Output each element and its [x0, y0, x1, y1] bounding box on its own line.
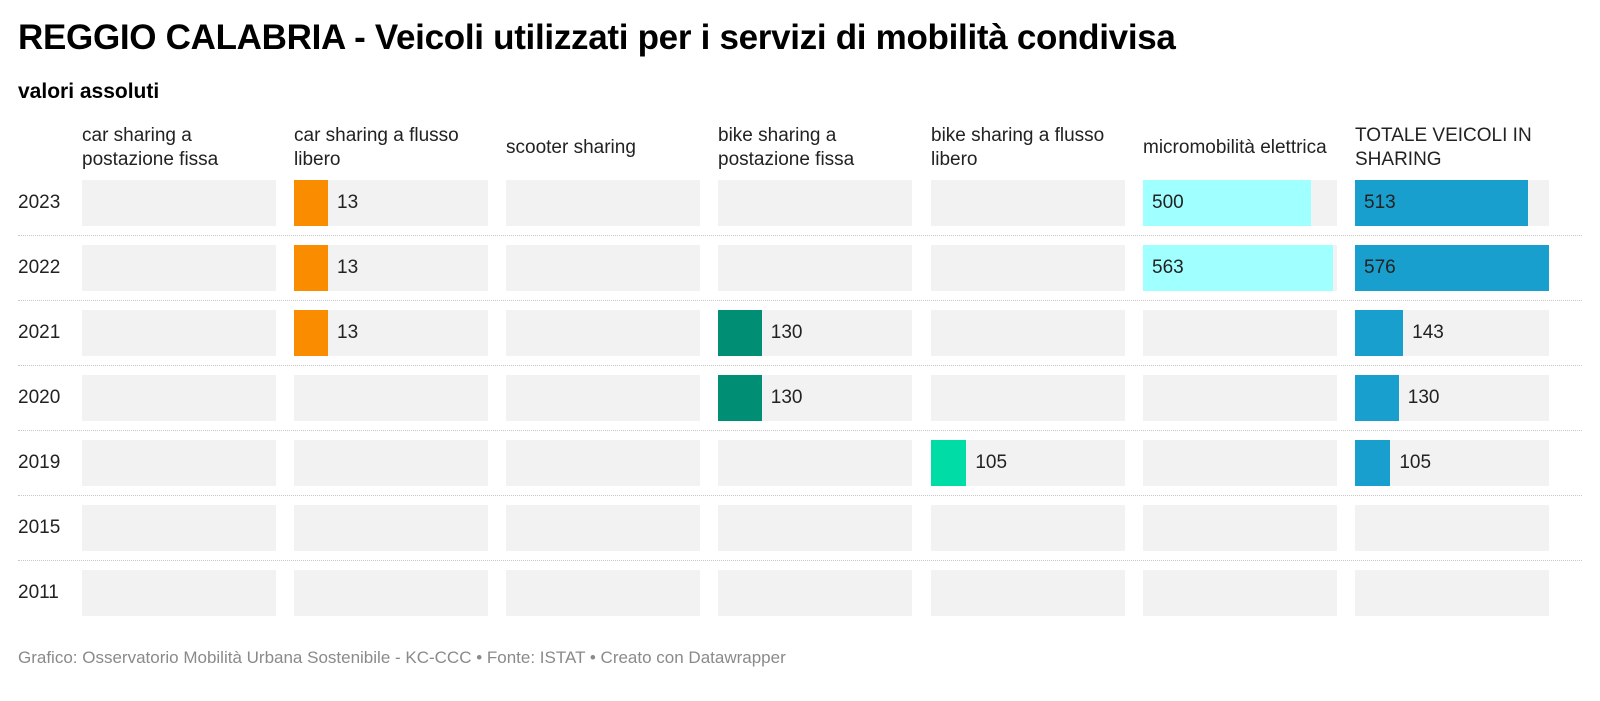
bar [1355, 245, 1549, 291]
row-label-year: 2020 [18, 387, 61, 408]
bar-background [294, 375, 488, 421]
bar [1355, 440, 1391, 486]
row-label-year: 2023 [18, 192, 61, 213]
bar-background [506, 245, 700, 291]
bar-background [506, 180, 700, 226]
bar-background [1143, 440, 1337, 486]
bar-background [82, 375, 276, 421]
bar [718, 310, 762, 356]
bar-background [506, 375, 700, 421]
bar-background [294, 505, 488, 551]
bar [1355, 180, 1528, 226]
bar-background [718, 570, 912, 616]
bar-background [82, 440, 276, 486]
bar-background [506, 440, 700, 486]
row-separator [18, 235, 1582, 236]
row-separator [18, 560, 1582, 561]
bar [294, 245, 328, 291]
bar-background [82, 505, 276, 551]
row-separator [18, 430, 1582, 431]
bar-background [82, 245, 276, 291]
data-label: 105 [975, 452, 1008, 473]
bar-background [82, 310, 276, 356]
bar [1355, 375, 1399, 421]
data-label: 13 [337, 192, 359, 213]
data-label: 13 [337, 322, 359, 343]
column-header: TOTALE VEICOLI IN SHARING [1355, 125, 1532, 170]
bar-background [1143, 570, 1337, 616]
row-label-year: 2021 [18, 322, 61, 343]
bar [718, 375, 762, 421]
bar-background [294, 570, 488, 616]
bar-background [931, 375, 1125, 421]
bar-background [718, 440, 912, 486]
row-separator [18, 300, 1582, 301]
bar-background [82, 570, 276, 616]
column-header: car sharing a postazione fissa [82, 125, 219, 170]
row-separator [18, 365, 1582, 366]
bar-background [931, 570, 1125, 616]
bar [294, 180, 328, 226]
bar [931, 440, 967, 486]
bar-background [506, 505, 700, 551]
bar-background [506, 570, 700, 616]
column-header: bike sharing a flusso libero [931, 125, 1105, 170]
chart-footer: Grafico: Osservatorio Mobilità Urbana So… [18, 648, 786, 667]
data-label: 105 [1399, 452, 1432, 473]
row-label-year: 2011 [18, 582, 59, 603]
bar-background [1143, 310, 1337, 356]
bar-background [294, 440, 488, 486]
row-label-year: 2022 [18, 257, 61, 278]
chart-subtitle: valori assoluti [18, 80, 160, 103]
bar-background [1143, 505, 1337, 551]
data-label: 143 [1412, 322, 1444, 343]
data-label: 130 [1407, 387, 1440, 408]
column-header: micromobilità elettrica [1143, 137, 1327, 158]
bar-background [931, 505, 1125, 551]
bar-background [718, 180, 912, 226]
bar-background [1355, 570, 1549, 616]
bar-background [1143, 375, 1337, 421]
data-label: 513 [1364, 192, 1396, 213]
bar-background [931, 245, 1125, 291]
data-label: 576 [1364, 257, 1396, 278]
chart-title: REGGIO CALABRIA - Veicoli utilizzati per… [18, 18, 1176, 57]
data-label: 13 [337, 257, 359, 278]
bar [1143, 245, 1333, 291]
row-label-year: 2015 [18, 517, 61, 538]
bar [1143, 180, 1312, 226]
data-label: 500 [1152, 192, 1184, 213]
data-label: 130 [770, 387, 803, 408]
bar [1355, 310, 1404, 356]
row-label-year: 2019 [18, 452, 61, 473]
column-header: car sharing a flusso libero [294, 125, 459, 170]
bar-background [1355, 505, 1549, 551]
data-label: 563 [1152, 257, 1184, 278]
row-separator [18, 495, 1582, 496]
bar-background [506, 310, 700, 356]
column-header: bike sharing a postazione fissa [718, 125, 855, 170]
column-header: scooter sharing [506, 137, 636, 158]
bar-background [718, 245, 912, 291]
bar [294, 310, 328, 356]
bar-background [931, 180, 1125, 226]
data-label: 130 [770, 322, 803, 343]
bar-background [718, 505, 912, 551]
bar-background [931, 310, 1125, 356]
bar-background [82, 180, 276, 226]
